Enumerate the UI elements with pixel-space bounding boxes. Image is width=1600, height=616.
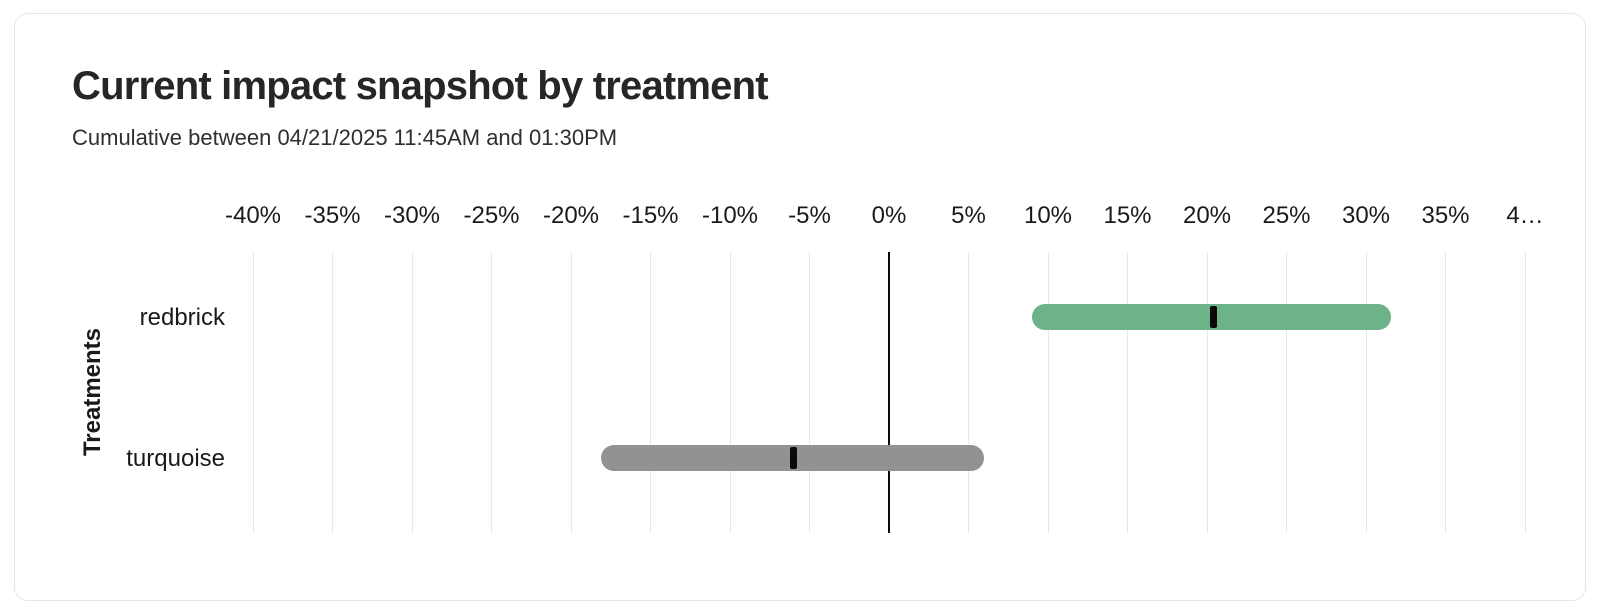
- gridline: [1127, 252, 1128, 533]
- x-tick-label: 10%: [1023, 202, 1073, 229]
- ci-bar-redbrick[interactable]: [1032, 304, 1392, 331]
- chart-subtitle: Cumulative between 04/21/2025 11:45AM an…: [72, 125, 618, 150]
- y-axis-title: Treatments: [79, 327, 106, 457]
- gridline: [1445, 252, 1446, 533]
- x-tick-label: -15%: [622, 202, 679, 229]
- x-tick-label: 25%: [1262, 202, 1311, 229]
- gridline: [1047, 252, 1049, 533]
- chart-title: Current impact snapshot by treatment: [72, 64, 769, 108]
- gridline: [332, 252, 333, 533]
- gridline: [729, 252, 731, 533]
- plot-area: -40% -35% -30% -25% -20% -15% -10% -5% 0% 5% 10% 15…: [225, 202, 1544, 533]
- ci-bar-turquoise[interactable]: [601, 444, 985, 471]
- gridline: [1524, 252, 1526, 533]
- x-tick-label: 35%: [1421, 202, 1470, 229]
- gridline: [809, 252, 810, 533]
- gridline: [570, 252, 572, 533]
- x-tick-label: -35%: [304, 202, 361, 229]
- gridline: [1286, 252, 1287, 533]
- gridline: [1365, 252, 1367, 533]
- zero-axis-line: [888, 252, 890, 533]
- x-tick-label: 4…: [1506, 202, 1544, 229]
- x-tick-label: 0%: [871, 202, 907, 229]
- gridline: [650, 252, 651, 533]
- x-tick-label: -10%: [701, 202, 759, 229]
- x-tick-label: -40%: [224, 202, 282, 229]
- x-tick-label: -25%: [463, 202, 520, 229]
- gridline: [1206, 252, 1208, 533]
- x-tick-label: -30%: [383, 202, 441, 229]
- x-tick-label: 5%: [951, 202, 986, 229]
- x-tick-label: -5%: [788, 202, 831, 229]
- gridline: [968, 252, 969, 533]
- point-estimate-marker: [790, 446, 798, 469]
- point-estimate-marker: [1209, 306, 1217, 329]
- gridline: [411, 252, 413, 533]
- x-tick-label: 15%: [1103, 202, 1152, 229]
- gridline: [491, 252, 492, 533]
- category-label-redbrick: redbrick: [139, 304, 225, 332]
- gridline: [252, 252, 254, 533]
- x-tick-label: -20%: [542, 202, 600, 229]
- x-tick-label: 30%: [1341, 202, 1391, 229]
- x-tick-label: 20%: [1182, 202, 1232, 229]
- category-label-turquoise: turquoise: [126, 444, 225, 472]
